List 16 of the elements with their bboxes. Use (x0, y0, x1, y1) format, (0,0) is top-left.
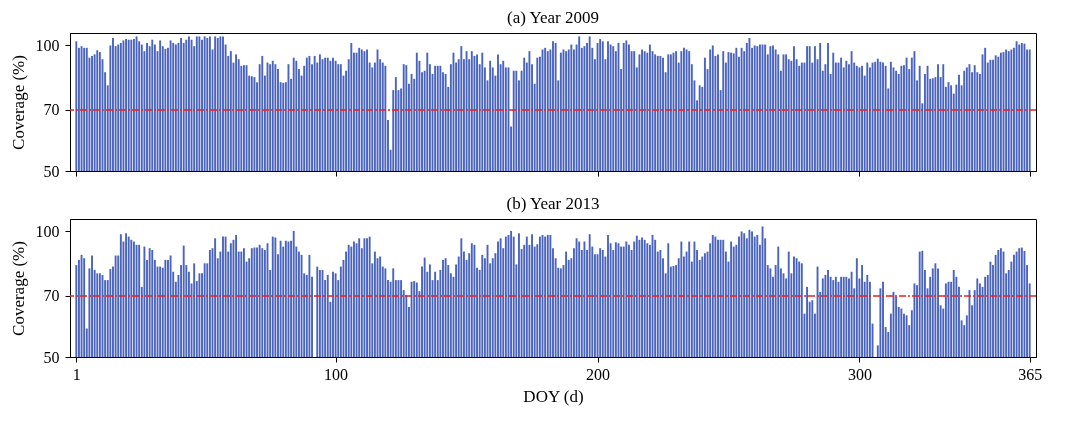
y-tick-label: 50 (43, 162, 60, 180)
x-tick-label: 1 (72, 365, 81, 383)
y-tick-label: 50 (43, 348, 60, 366)
chart-title: (a) Year 2009 (506, 8, 600, 27)
x-tick-label: 365 (1018, 365, 1043, 383)
x-axis-title: DOY (d) (523, 386, 584, 406)
x-tick-label: 100 (324, 365, 349, 383)
y-tick-label: 100 (35, 222, 60, 240)
y-tick-label: 70 (43, 101, 60, 119)
chart-title: (b) Year 2013 (506, 194, 600, 213)
x-tick-label: 300 (847, 365, 872, 383)
y-tick-label: 100 (35, 36, 60, 54)
x-tick-label: 200 (586, 365, 611, 383)
y-axis-title: Coverage (%) (8, 55, 28, 150)
y-axis-title: Coverage (%) (8, 241, 28, 336)
y-tick-label: 70 (43, 287, 60, 305)
